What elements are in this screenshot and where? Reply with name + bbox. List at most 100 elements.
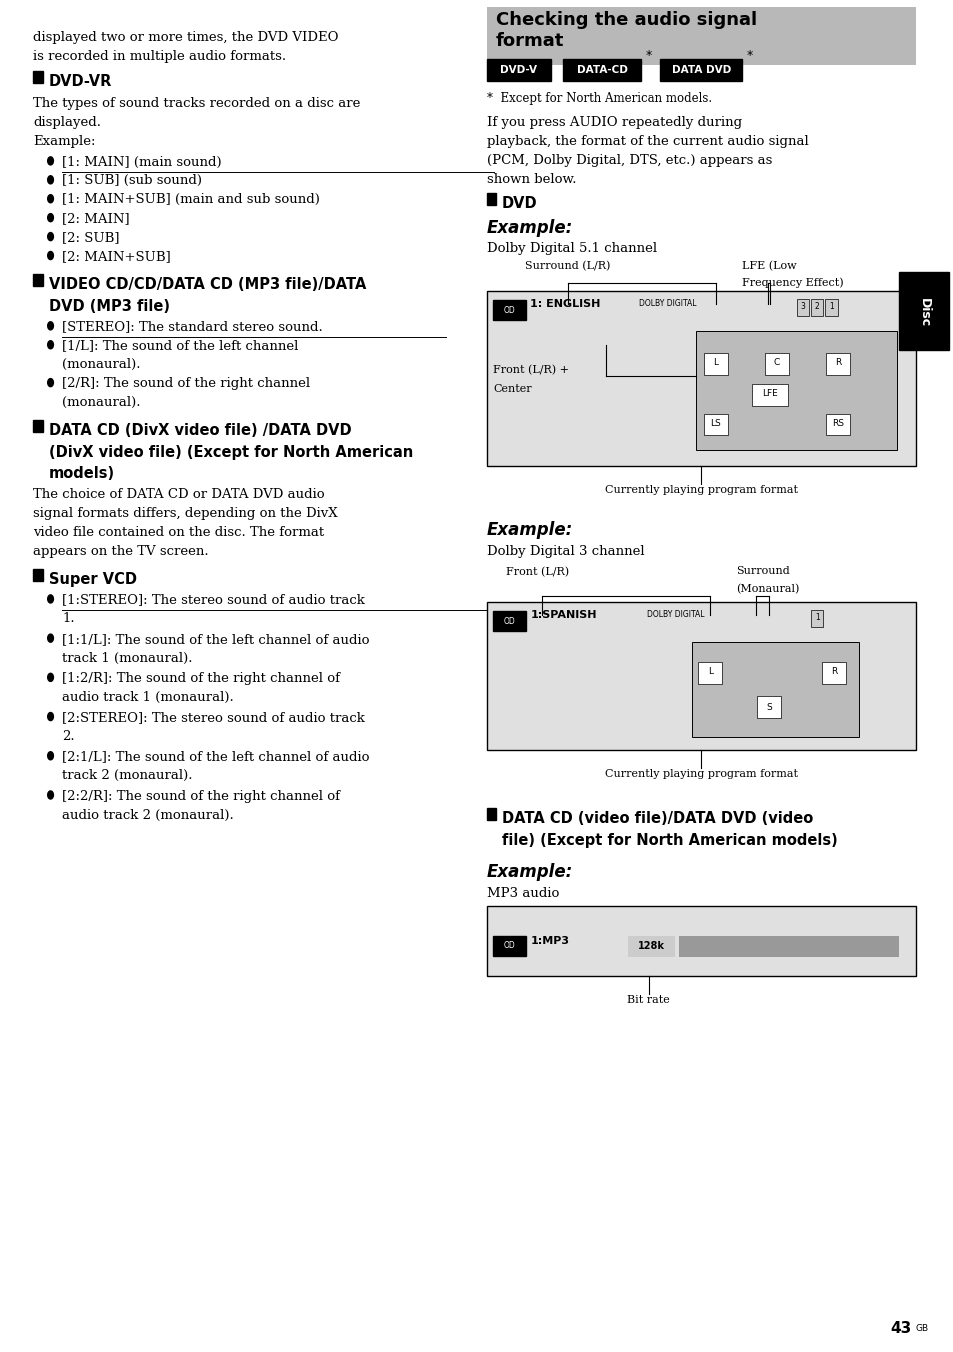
Text: 2.: 2. — [62, 730, 74, 744]
Text: file) (Except for North American models): file) (Except for North American models) — [501, 833, 837, 848]
Circle shape — [48, 713, 53, 721]
Text: 1: ENGLISH: 1: ENGLISH — [530, 299, 600, 308]
Text: [1/L]: The sound of the left channel: [1/L]: The sound of the left channel — [62, 339, 298, 353]
Text: shown below.: shown below. — [486, 173, 576, 187]
Text: Surround (L/R): Surround (L/R) — [524, 261, 609, 272]
Text: appears on the TV screen.: appears on the TV screen. — [33, 545, 209, 558]
Bar — [696, 331, 896, 450]
Text: Example:: Example: — [486, 521, 572, 538]
Bar — [898, 272, 948, 350]
Text: playback, the format of the current audio signal: playback, the format of the current audi… — [486, 135, 807, 149]
Text: Dolby Digital 3 channel: Dolby Digital 3 channel — [486, 545, 643, 558]
Text: audio track 2 (monaural).: audio track 2 (monaural). — [62, 808, 233, 822]
Bar — [796, 299, 808, 316]
Text: [STEREO]: The standard stereo sound.: [STEREO]: The standard stereo sound. — [62, 320, 322, 334]
Text: DVD-VR: DVD-VR — [49, 74, 112, 89]
Text: *: * — [645, 49, 652, 62]
Text: Currently playing program format: Currently playing program format — [604, 769, 797, 779]
Text: Example:: Example: — [33, 135, 96, 149]
Text: LFE (Low: LFE (Low — [741, 261, 796, 272]
Text: [1: SUB] (sub sound): [1: SUB] (sub sound) — [62, 174, 202, 188]
Text: *  Except for North American models.: * Except for North American models. — [486, 92, 711, 105]
Text: models): models) — [49, 466, 114, 481]
Bar — [486, 291, 915, 466]
Bar — [493, 300, 525, 320]
Bar — [486, 291, 915, 466]
Text: LS: LS — [710, 419, 720, 427]
Bar — [627, 936, 675, 957]
Bar — [493, 611, 525, 631]
Text: DATA-CD: DATA-CD — [576, 65, 627, 76]
Text: DOLBY DIGITAL: DOLBY DIGITAL — [639, 299, 696, 308]
Text: (monaural).: (monaural). — [62, 396, 140, 410]
Text: DVD: DVD — [501, 196, 537, 211]
Text: track 1 (monaural).: track 1 (monaural). — [62, 652, 193, 665]
Bar — [486, 906, 915, 976]
Text: C: C — [773, 358, 780, 366]
Bar — [486, 59, 551, 81]
Text: OD: OD — [503, 617, 515, 626]
Text: Front (L/R): Front (L/R) — [505, 566, 568, 577]
Circle shape — [48, 176, 53, 184]
Text: [1:STEREO]: The stereo sound of audio track: [1:STEREO]: The stereo sound of audio tr… — [62, 594, 364, 607]
Text: is recorded in multiple audio formats.: is recorded in multiple audio formats. — [33, 50, 286, 64]
Text: L: L — [713, 358, 718, 366]
Text: DATA DVD: DATA DVD — [671, 65, 730, 76]
Bar — [698, 662, 721, 684]
Text: DATA CD (DivX video file) /DATA DVD: DATA CD (DivX video file) /DATA DVD — [49, 423, 351, 438]
Text: Front (L/R) +: Front (L/R) + — [493, 365, 569, 376]
Bar — [703, 414, 727, 435]
Text: If you press AUDIO repeatedly during: If you press AUDIO repeatedly during — [486, 116, 740, 130]
Circle shape — [48, 157, 53, 165]
Bar — [33, 569, 43, 581]
Circle shape — [48, 251, 53, 260]
Text: 3: 3 — [800, 303, 804, 311]
Text: 128k: 128k — [638, 941, 664, 952]
Bar — [486, 808, 496, 821]
Text: [1:2/R]: The sound of the right channel of: [1:2/R]: The sound of the right channel … — [62, 672, 339, 685]
Bar — [757, 696, 781, 718]
Circle shape — [48, 752, 53, 760]
Bar — [691, 642, 858, 737]
Bar — [810, 610, 822, 627]
Text: displayed two or more times, the DVD VIDEO: displayed two or more times, the DVD VID… — [33, 31, 338, 45]
Text: [2:2/R]: The sound of the right channel of: [2:2/R]: The sound of the right channel … — [62, 790, 339, 803]
Bar — [659, 59, 741, 81]
Bar — [825, 353, 849, 375]
Text: Surround: Surround — [736, 566, 789, 576]
Bar — [33, 420, 43, 433]
Circle shape — [48, 233, 53, 241]
Text: Example:: Example: — [486, 219, 572, 237]
Text: 1: 1 — [814, 614, 819, 622]
Text: Center: Center — [493, 384, 531, 393]
Text: LFE: LFE — [761, 389, 777, 397]
Text: [2/R]: The sound of the right channel: [2/R]: The sound of the right channel — [62, 377, 310, 391]
Text: Frequency Effect): Frequency Effect) — [741, 277, 843, 288]
Bar — [493, 936, 525, 956]
Text: (monaural).: (monaural). — [62, 358, 140, 372]
Bar — [824, 299, 837, 316]
Text: S: S — [765, 703, 772, 711]
Text: [1: MAIN] (main sound): [1: MAIN] (main sound) — [62, 155, 221, 169]
Text: DOLBY DIGITAL: DOLBY DIGITAL — [646, 610, 703, 619]
Text: (PCM, Dolby Digital, DTS, etc.) appears as: (PCM, Dolby Digital, DTS, etc.) appears … — [486, 154, 771, 168]
Text: 1:SPANISH: 1:SPANISH — [530, 610, 597, 619]
Circle shape — [48, 673, 53, 681]
Text: OD: OD — [503, 941, 515, 949]
Bar — [751, 384, 787, 406]
Text: video file contained on the disc. The format: video file contained on the disc. The fo… — [33, 526, 324, 539]
Text: [2:1/L]: The sound of the left channel of audio: [2:1/L]: The sound of the left channel o… — [62, 750, 369, 764]
Text: GB: GB — [914, 1324, 927, 1333]
Text: [2: MAIN+SUB]: [2: MAIN+SUB] — [62, 250, 171, 264]
Text: Bit rate: Bit rate — [627, 995, 669, 1005]
Text: R: R — [830, 668, 837, 676]
Text: DVD (MP3 file): DVD (MP3 file) — [49, 299, 170, 314]
Circle shape — [48, 791, 53, 799]
Text: 2: 2 — [814, 303, 819, 311]
Bar — [486, 602, 915, 750]
Circle shape — [48, 195, 53, 203]
Text: format: format — [496, 32, 564, 50]
Text: MP3 audio: MP3 audio — [486, 887, 558, 900]
Bar — [486, 7, 915, 65]
Text: The types of sound tracks recorded on a disc are: The types of sound tracks recorded on a … — [33, 97, 360, 111]
